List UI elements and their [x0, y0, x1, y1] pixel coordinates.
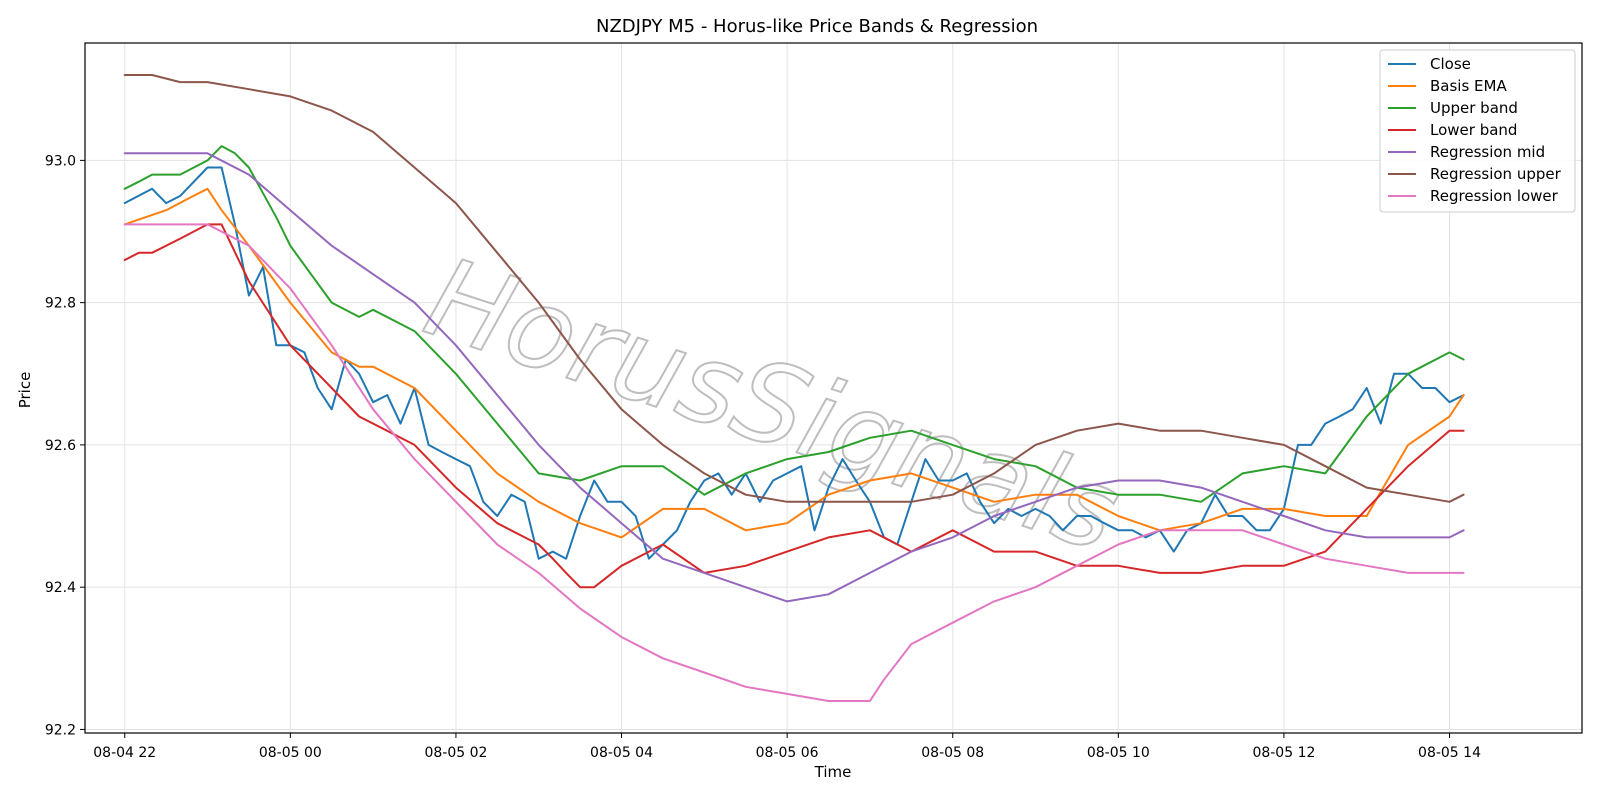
plot-frame — [84, 42, 1583, 734]
x-tick-label: 08-04 22 — [93, 745, 156, 761]
series-line-regression-mid — [123, 152, 1465, 603]
x-tick-label: 08-05 04 — [590, 745, 653, 761]
x-axis-ticks: 08-04 22 08-05 00 08-05 02 08-05 04 08-05 06… — [93, 733, 1481, 761]
x-tick-label: 08-05 02 — [424, 745, 487, 761]
x-tick-label: 08-05 00 — [259, 745, 322, 761]
series-layer — [123, 74, 1465, 702]
series-line-lower-band — [123, 223, 1465, 589]
legend-label-lower-band: Lower band — [1430, 121, 1517, 139]
series-line-close — [123, 166, 1465, 560]
x-tick-label: 08-05 06 — [756, 745, 819, 761]
legend-box — [1379, 49, 1576, 213]
legend-label-basis-ema: Basis EMA — [1430, 77, 1507, 95]
legend-label-regression-mid: Regression mid — [1430, 143, 1545, 161]
y-axis-label: Price — [16, 372, 34, 409]
x-axis-label: Time — [814, 763, 852, 781]
legend-label-close: Close — [1430, 55, 1471, 73]
legend-label-regression-upper: Regression upper — [1430, 165, 1562, 183]
x-tick-label: 08-05 12 — [1252, 745, 1315, 761]
series-line-upper-band — [123, 145, 1465, 503]
chart-title: NZDJPY M5 - Horus-like Price Bands & Reg… — [596, 16, 1038, 37]
series-line-basis-ema — [123, 187, 1465, 539]
y-tick-label: 92.6 — [45, 438, 76, 454]
grid — [85, 43, 1582, 733]
y-tick-label: 93.0 — [45, 153, 76, 169]
x-tick-label: 08-05 10 — [1087, 745, 1150, 761]
y-tick-label: 92.4 — [45, 580, 76, 596]
y-tick-label: 92.2 — [45, 722, 76, 738]
series-line-regression-lower — [123, 223, 1465, 702]
legend-label-regression-lower: Regression lower — [1430, 187, 1559, 205]
x-tick-label: 08-05 08 — [921, 745, 984, 761]
x-tick-label: 08-05 14 — [1418, 745, 1481, 761]
y-tick-label: 92.8 — [45, 296, 76, 312]
legend: Close Basis EMA Upper band Lower band Regres… — [1379, 49, 1576, 213]
series-line-regression-upper — [123, 74, 1465, 503]
legend-label-upper-band: Upper band — [1430, 99, 1518, 117]
y-axis-ticks: 92.2 92.4 92.6 92.8 93.0 — [45, 153, 85, 738]
